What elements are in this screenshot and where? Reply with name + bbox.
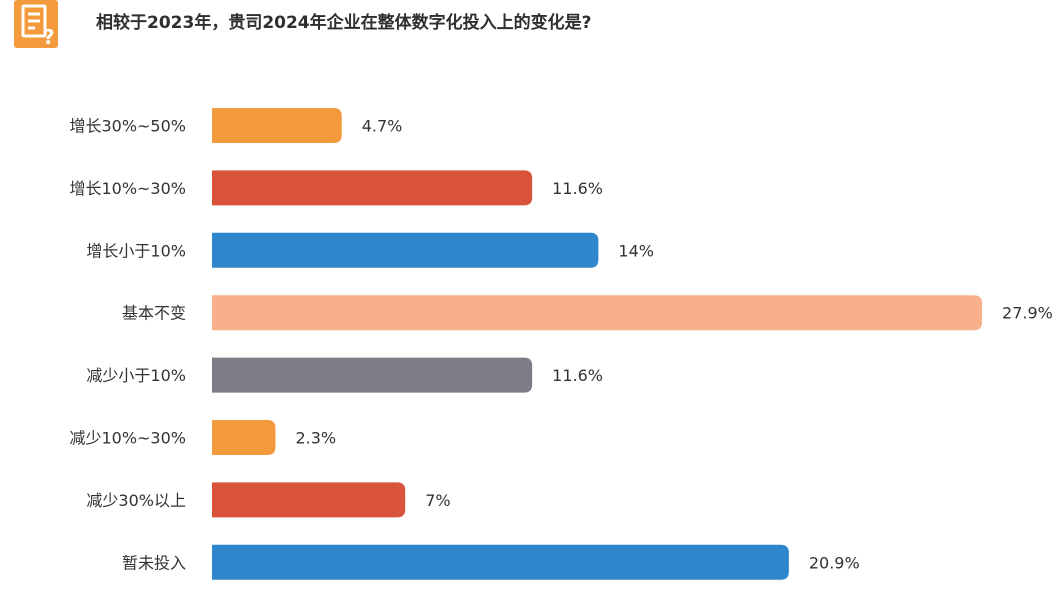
bar — [212, 232, 599, 268]
value-label: 14% — [618, 241, 654, 260]
value-label: 11.6% — [552, 179, 603, 198]
value-label: 11.6% — [552, 366, 603, 385]
bar — [212, 295, 983, 331]
value-label: 7% — [425, 491, 450, 510]
document-question-icon: ? — [14, 0, 58, 48]
bar — [212, 108, 342, 143]
question-title: 相较于2023年，贵司2024年企业在整体数字化投入上的变化是? — [96, 13, 592, 33]
category-label: 基本不变 — [122, 304, 186, 323]
category-label: 减少小于10% — [86, 366, 186, 385]
value-label: 27.9% — [1002, 304, 1053, 323]
bar — [212, 170, 533, 206]
value-label: 2.3% — [295, 429, 336, 448]
chart-header: ? 相较于2023年，贵司2024年企业在整体数字化投入上的变化是? — [0, 0, 1060, 56]
category-label: 暂未投入 — [122, 553, 186, 572]
bar — [212, 482, 406, 518]
category-label: 减少30%以上 — [86, 491, 186, 510]
bar — [212, 420, 276, 455]
bar — [212, 544, 789, 580]
category-label: 减少10%~30% — [69, 429, 186, 448]
svg-text:?: ? — [43, 25, 55, 48]
value-label: 20.9% — [809, 553, 860, 572]
category-label: 增长小于10% — [86, 241, 186, 260]
value-label: 4.7% — [362, 117, 403, 136]
category-label: 增长30%~50% — [69, 117, 186, 136]
category-label: 增长10%~30% — [69, 179, 186, 198]
bar — [212, 357, 533, 393]
